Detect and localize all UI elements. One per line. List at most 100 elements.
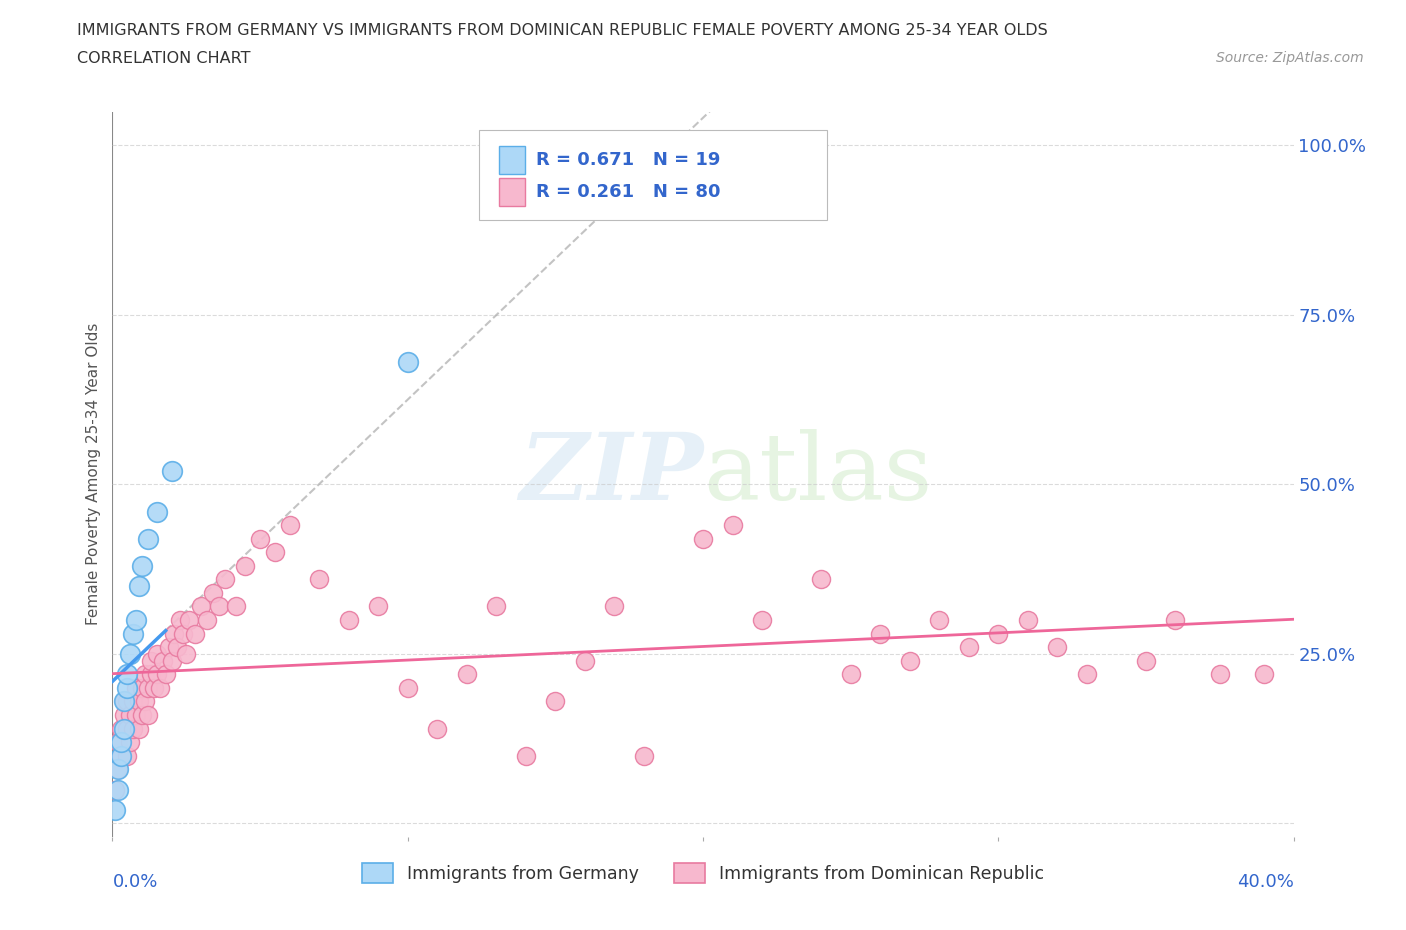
Point: [574, 653, 596, 668]
Point: [426, 721, 449, 736]
Point: [195, 613, 218, 628]
Legend: Immigrants from Germany, Immigrants from Dominican Republic: Immigrants from Germany, Immigrants from…: [356, 856, 1050, 890]
Point: [134, 667, 156, 682]
Point: [1208, 667, 1232, 682]
Point: [146, 504, 169, 519]
Point: [110, 749, 132, 764]
Point: [396, 681, 419, 696]
Point: [136, 531, 159, 546]
Point: [308, 572, 330, 587]
Point: [208, 599, 231, 614]
Text: R = 0.261   N = 80: R = 0.261 N = 80: [537, 183, 721, 201]
Point: [120, 646, 142, 661]
Point: [120, 735, 142, 750]
Point: [122, 694, 145, 709]
Point: [692, 531, 714, 546]
Point: [117, 694, 138, 709]
Text: 0.0%: 0.0%: [112, 873, 157, 891]
Point: [603, 599, 626, 614]
Y-axis label: Female Poverty Among 25-34 Year Olds: Female Poverty Among 25-34 Year Olds: [86, 323, 101, 626]
Point: [149, 681, 172, 696]
Point: [112, 694, 135, 709]
Point: [120, 708, 142, 723]
Point: [125, 708, 148, 723]
Text: IMMIGRANTS FROM GERMANY VS IMMIGRANTS FROM DOMINICAN REPUBLIC FEMALE POVERTY AMO: IMMIGRANTS FROM GERMANY VS IMMIGRANTS FR…: [77, 23, 1047, 38]
Point: [485, 599, 508, 614]
Point: [1017, 613, 1039, 628]
Text: R = 0.671   N = 19: R = 0.671 N = 19: [537, 152, 721, 169]
Point: [107, 735, 129, 750]
Point: [131, 681, 153, 696]
Bar: [499, 146, 524, 174]
Point: [163, 626, 186, 641]
Point: [1076, 667, 1098, 682]
Point: [146, 667, 169, 682]
Point: [112, 708, 135, 723]
Point: [122, 626, 145, 641]
Point: [633, 749, 655, 764]
Point: [1046, 640, 1069, 655]
Point: [136, 708, 159, 723]
Point: [107, 762, 129, 777]
Point: [869, 626, 891, 641]
Text: Source: ZipAtlas.com: Source: ZipAtlas.com: [1216, 51, 1364, 65]
Point: [184, 626, 207, 641]
Point: [987, 626, 1010, 641]
Point: [160, 653, 183, 668]
Point: [142, 681, 165, 696]
Point: [225, 599, 247, 614]
Text: ZIP: ZIP: [519, 430, 703, 519]
Text: atlas: atlas: [703, 430, 932, 519]
Point: [233, 558, 256, 573]
Point: [110, 721, 132, 736]
Point: [110, 749, 132, 764]
Point: [152, 653, 174, 668]
Point: [264, 545, 287, 560]
Point: [166, 640, 188, 655]
Point: [190, 599, 212, 614]
Point: [155, 667, 177, 682]
Point: [104, 803, 127, 817]
Point: [112, 721, 135, 736]
Point: [174, 646, 197, 661]
Point: [172, 626, 194, 641]
Point: [751, 613, 773, 628]
Point: [169, 613, 191, 628]
Point: [131, 558, 153, 573]
Point: [117, 749, 138, 764]
Point: [678, 179, 700, 193]
Point: [110, 735, 132, 750]
Point: [117, 721, 138, 736]
Point: [544, 694, 567, 709]
Point: [107, 782, 129, 797]
Point: [146, 646, 169, 661]
Point: [134, 694, 156, 709]
Point: [214, 572, 236, 587]
Point: [249, 531, 271, 546]
Point: [128, 578, 150, 593]
Point: [928, 613, 950, 628]
Point: [839, 667, 862, 682]
Point: [104, 782, 127, 797]
Point: [515, 749, 537, 764]
Point: [810, 572, 832, 587]
Point: [1164, 613, 1187, 628]
Point: [117, 667, 138, 682]
Point: [1135, 653, 1157, 668]
Point: [117, 681, 138, 696]
Point: [957, 640, 980, 655]
Point: [278, 518, 301, 533]
Point: [157, 640, 180, 655]
Point: [139, 667, 162, 682]
Point: [131, 708, 153, 723]
Point: [898, 653, 921, 668]
Point: [128, 721, 150, 736]
Point: [125, 613, 148, 628]
Point: [128, 694, 150, 709]
Point: [721, 518, 744, 533]
Text: 40.0%: 40.0%: [1237, 873, 1294, 891]
Point: [139, 653, 162, 668]
Point: [367, 599, 389, 614]
Point: [337, 613, 360, 628]
Point: [125, 681, 148, 696]
